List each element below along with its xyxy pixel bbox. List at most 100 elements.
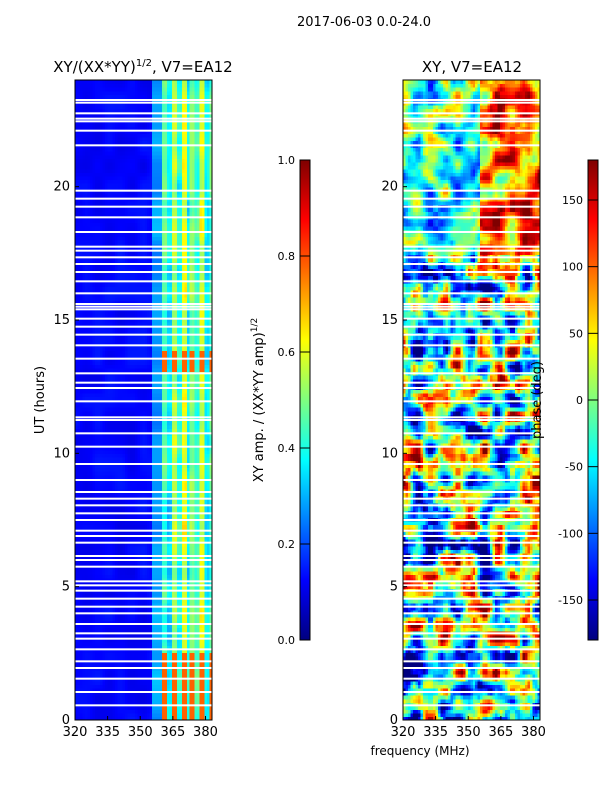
heatmap-cell [84, 510, 89, 515]
heatmap-cell [119, 695, 123, 700]
heatmap-cell [177, 510, 181, 515]
heatmap-cell [184, 492, 188, 497]
heatmap-cell [172, 510, 176, 515]
heatmap-cell [197, 467, 201, 472]
heatmap-cell [179, 549, 183, 554]
heatmap-cell [144, 542, 148, 547]
heatmap-cell [204, 638, 208, 643]
heatmap-cell [134, 538, 138, 543]
heatmap-cell [199, 492, 203, 497]
heatmap-cell [199, 560, 203, 565]
heatmap-cell [99, 634, 103, 639]
heatmap-cell [174, 485, 178, 490]
heatmap-cell [94, 680, 99, 686]
heatmap-cell [82, 584, 86, 590]
heatmap-cell [182, 577, 186, 582]
heatmap-cell [187, 460, 191, 465]
heatmap-cell [94, 691, 99, 696]
heatmap-cell [169, 499, 173, 504]
heatmap-cell [124, 460, 128, 465]
heatmap-cell [139, 624, 143, 629]
heatmap-cell [147, 627, 151, 632]
heatmap-cell [167, 680, 171, 686]
heatmap-cell [77, 538, 81, 543]
heatmap-cell [114, 595, 118, 600]
heatmap-cell [159, 634, 163, 639]
heatmap-cell [104, 485, 108, 490]
heatmap-cell [184, 474, 188, 479]
heatmap-cell [122, 453, 126, 458]
heatmap-cell [157, 595, 161, 600]
heatmap-cell [122, 560, 126, 565]
heatmap-cell [109, 652, 113, 657]
heatmap-cell [89, 595, 94, 600]
heatmap-cell [152, 488, 156, 494]
heatmap-cell [87, 599, 91, 604]
heatmap-cell [124, 712, 128, 718]
heatmap-cell [84, 538, 89, 543]
heatmap-cell [87, 584, 91, 590]
heatmap-cell [187, 709, 191, 714]
heatmap-cell [122, 634, 126, 639]
heatmap-cell [82, 471, 86, 476]
heatmap-cell [157, 695, 161, 700]
heatmap-cell [172, 698, 176, 703]
heatmap-cell [204, 641, 208, 646]
heatmap-cell [144, 513, 148, 518]
heatmap-cell [159, 709, 163, 714]
heatmap-cell [149, 456, 153, 462]
heatmap-cell [127, 648, 131, 654]
heatmap-cell [159, 499, 163, 504]
heatmap-cell [189, 581, 193, 586]
heatmap-cell [179, 556, 183, 561]
heatmap-cell [75, 641, 79, 646]
heatmap-cell [202, 584, 206, 590]
heatmap-cell [172, 574, 176, 579]
heatmap-cell [119, 535, 123, 540]
heatmap-cell [82, 464, 86, 469]
heatmap-cell [77, 705, 81, 710]
heatmap-cell [154, 613, 158, 618]
heatmap-cell [209, 542, 213, 547]
heatmap-cell [102, 652, 106, 657]
heatmap-cell [122, 716, 126, 721]
heatmap-cell [149, 627, 153, 632]
heatmap-cell [149, 492, 153, 497]
heatmap-cell [124, 702, 128, 707]
heatmap-cell [199, 499, 203, 504]
heatmap-cell [184, 499, 188, 504]
heatmap-cell [174, 538, 178, 543]
heatmap-cell [112, 702, 116, 707]
heatmap-cell [147, 464, 151, 469]
heatmap-cell [174, 627, 178, 632]
heatmap-cell [167, 506, 171, 511]
heatmap-cell [172, 652, 176, 657]
heatmap-cell [87, 570, 91, 575]
heatmap-cell [192, 595, 196, 600]
heatmap-cell [92, 467, 96, 472]
heatmap-cell [192, 656, 196, 661]
heatmap-cell [99, 570, 103, 575]
heatmap-cell [139, 663, 143, 668]
heatmap-cell [152, 663, 156, 668]
heatmap-cell [134, 453, 138, 458]
heatmap-cell [202, 606, 206, 611]
heatmap-cell [147, 549, 151, 554]
heatmap-cell [102, 663, 106, 668]
heatmap-cell [97, 634, 101, 639]
heatmap-cell [182, 702, 186, 707]
heatmap-cell [112, 481, 116, 486]
heatmap-cell [122, 552, 126, 558]
heatmap-cell [119, 567, 123, 572]
heatmap-cell [152, 620, 156, 625]
heatmap-cell [107, 570, 111, 575]
heatmap-cell [207, 510, 211, 515]
heatmap-cell [75, 599, 79, 604]
heatmap-cell [179, 510, 183, 515]
heatmap-cell [109, 456, 113, 462]
heatmap-cell [177, 499, 181, 504]
heatmap-cell [144, 581, 148, 586]
heatmap-cell [174, 556, 178, 561]
heatmap-cell [107, 492, 111, 497]
heatmap-cell [114, 513, 118, 518]
